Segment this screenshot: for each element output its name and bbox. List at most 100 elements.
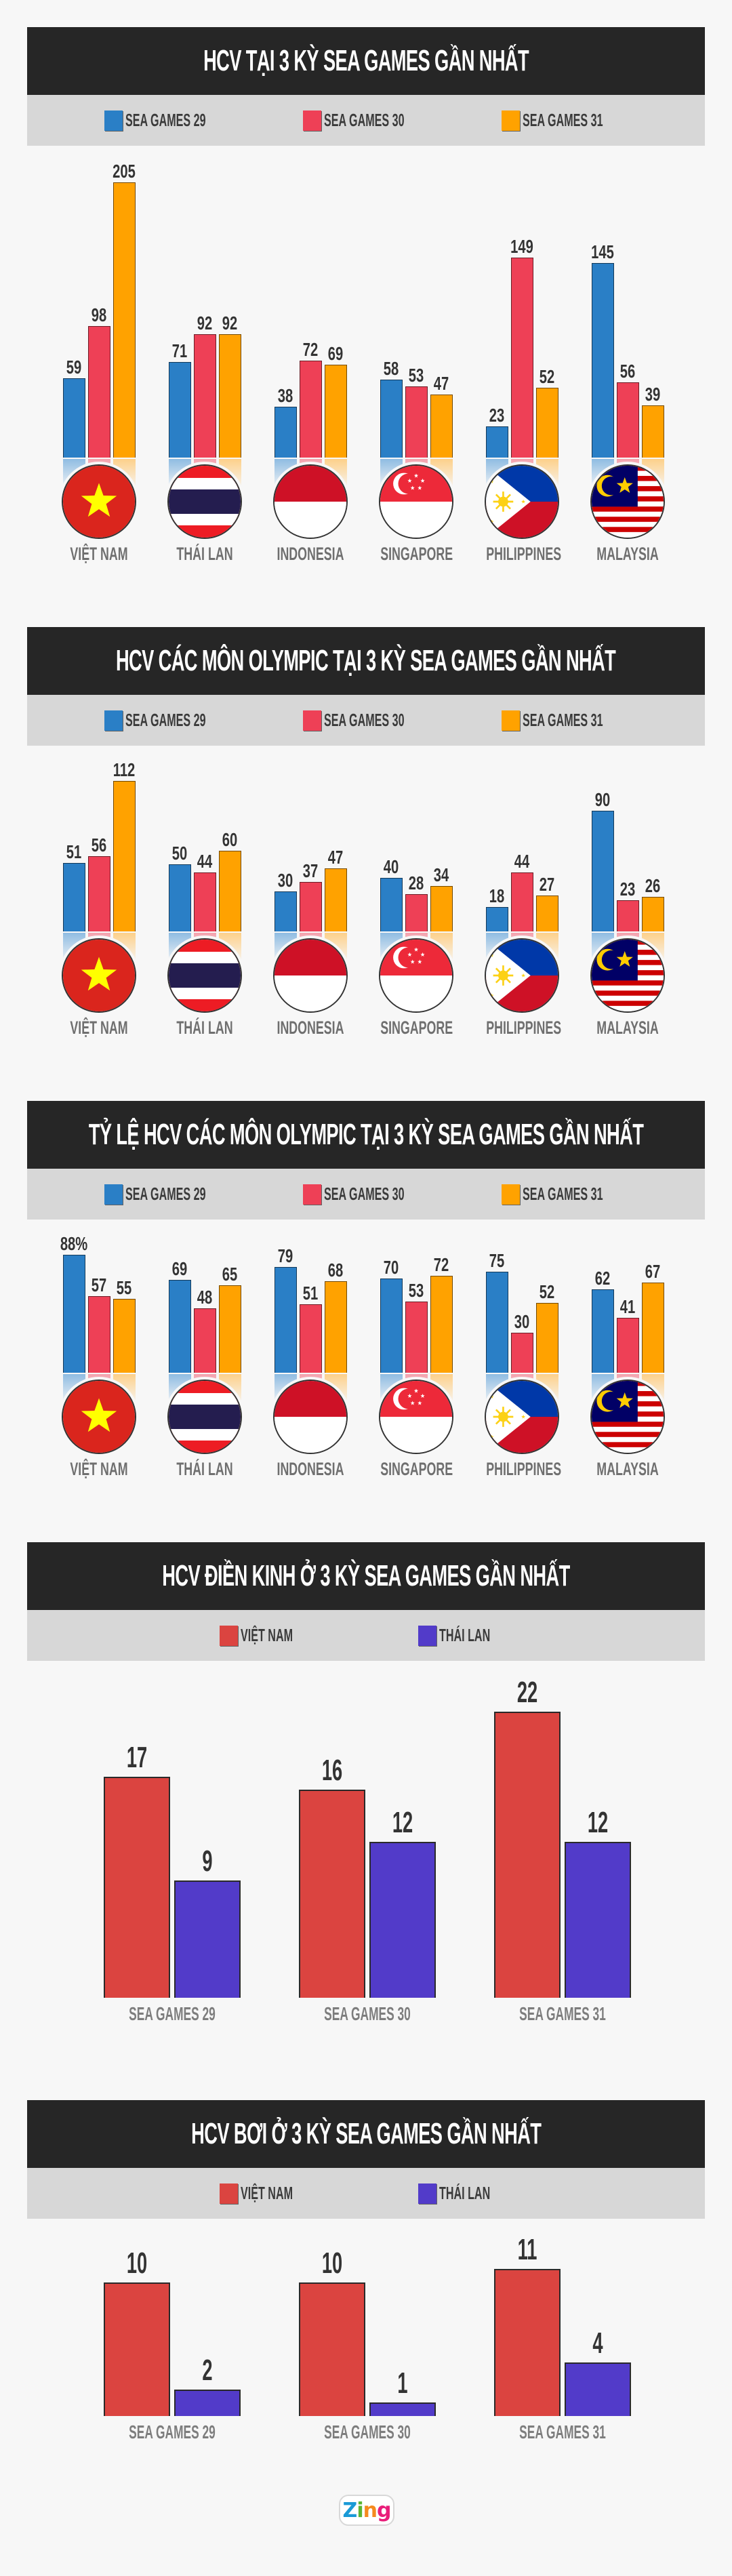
bar-value-label: 205 (113, 161, 136, 182)
section-header: HCV CÁC MÔN OLYMPIC TẠI 3 KỲ SEA GAMES G… (27, 627, 705, 695)
bar-value-label: 23 (489, 405, 505, 426)
legend-item: SEA GAMES 29 (104, 695, 255, 746)
legend: SEA GAMES 29 SEA GAMES 30 SEA GAMES 31 (27, 95, 705, 146)
bar-value-label: 75 (489, 1250, 505, 1271)
bar (169, 1280, 191, 1373)
bar (88, 856, 110, 931)
bar-value-label: 52 (539, 1281, 555, 1302)
bar-value-label: 62 (594, 1268, 611, 1289)
legend-label: SEA GAMES 30 (324, 710, 405, 730)
bar-value-label: 79 (277, 1245, 293, 1266)
bar (536, 1303, 558, 1373)
bar-value-label: 53 (408, 1280, 424, 1301)
bar (88, 326, 110, 458)
legend-label: VIỆT NAM (241, 2183, 293, 2203)
legend-label: SEA GAMES 31 (523, 110, 603, 130)
bar-value-label: 112 (113, 759, 136, 780)
malaysia-flag-icon (590, 938, 665, 1013)
bar (617, 382, 639, 458)
country-label: THÁI LAN (176, 1018, 233, 1038)
bar (565, 2362, 631, 2416)
bar-value-label: 44 (197, 851, 213, 872)
thailand-flag-icon (167, 464, 242, 539)
category-label: SEA GAMES 31 (519, 2003, 606, 2024)
legend-swatch (220, 1625, 238, 1646)
category-label: SEA GAMES 31 (519, 2421, 606, 2442)
bar-value-label: 47 (327, 847, 344, 868)
bar-value-label: 65 (222, 1264, 238, 1285)
bar (565, 1842, 631, 1998)
legend-swatch (502, 1184, 520, 1205)
bar-value-label: 98 (91, 304, 107, 325)
bar (194, 1308, 216, 1373)
legend-item: THÁI LAN (418, 2168, 521, 2219)
bar-value-label: 16 (321, 1754, 343, 1787)
bar (369, 1842, 436, 1998)
bar-value-label: 149 (510, 236, 533, 257)
bar-value-label: 22 (516, 1676, 538, 1709)
section-title: HCV TẠI 3 KỲ SEA GAMES GẦN NHẤT (203, 44, 529, 77)
legend-swatch (418, 1625, 436, 1646)
bar-value-label: 51 (302, 1283, 319, 1304)
bar (194, 334, 216, 458)
country-label: THÁI LAN (176, 1459, 233, 1479)
bar (113, 781, 136, 931)
country-label: PHILIPPINES (486, 1018, 562, 1038)
legend-label: VIỆT NAM (241, 1625, 293, 1645)
legend-label: SEA GAMES 31 (523, 710, 603, 730)
bar (617, 1318, 639, 1373)
bar-value-label: 69 (327, 343, 344, 364)
bar (104, 2282, 170, 2416)
bar-value-label: 17 (126, 1741, 148, 1774)
legend: VIỆT NAM THÁI LAN (27, 1610, 705, 1661)
country-label: SINGAPORE (380, 544, 453, 564)
country-label: MALAYSIA (596, 544, 659, 564)
legend: SEA GAMES 29 SEA GAMES 30 SEA GAMES 31 (27, 695, 705, 746)
bar (104, 1777, 170, 1998)
bar-value-label: 40 (383, 856, 399, 877)
bar (511, 872, 533, 931)
bar (300, 882, 322, 931)
indonesia-flag-icon (273, 938, 348, 1013)
logo-letter: g (376, 2498, 392, 2522)
bar-value-label: 41 (619, 1296, 636, 1317)
legend-item: SEA GAMES 29 (104, 1169, 255, 1220)
bar-value-label: 90 (594, 789, 611, 810)
bar (536, 388, 558, 458)
logo-letter: n (363, 2498, 378, 2522)
bar-value-label: 55 (116, 1277, 132, 1298)
bar (642, 1283, 664, 1373)
vietnam-flag-icon (62, 938, 136, 1013)
bar-value-label: 4 (592, 2327, 603, 2360)
country-label: INDONESIA (277, 1018, 344, 1038)
bar (380, 1279, 403, 1373)
bar (642, 405, 664, 458)
logo-letter: Z (342, 2498, 358, 2522)
malaysia-flag-icon (590, 464, 665, 539)
legend-swatch (104, 710, 123, 731)
bar-value-label: 51 (66, 841, 82, 862)
bar (274, 891, 297, 931)
country-label: VIỆT NAM (70, 1018, 128, 1038)
section-header: TỶ LỆ HCV CÁC MÔN OLYMPIC TẠI 3 KỲ SEA G… (27, 1101, 705, 1169)
singapore-flag-icon (379, 464, 453, 539)
legend-swatch (303, 710, 321, 731)
bar (299, 1790, 365, 1998)
category-label: SEA GAMES 29 (129, 2421, 216, 2442)
section-header: HCV TẠI 3 KỲ SEA GAMES GẦN NHẤT (27, 27, 705, 95)
legend-swatch (502, 110, 520, 131)
section-header: HCV BƠI Ở 3 KỲ SEA GAMES GẦN NHẤT (27, 2100, 705, 2168)
legend-item: THÁI LAN (418, 1610, 521, 1661)
bar-value-label: 37 (302, 860, 319, 881)
bar-value-label: 47 (433, 373, 449, 394)
bar-value-label: 9 (202, 1845, 213, 1878)
bar (63, 378, 85, 458)
bar (617, 900, 639, 931)
bar (380, 878, 403, 931)
bar-value-label: 88% (60, 1233, 88, 1254)
bar (430, 886, 453, 931)
legend-label: SEA GAMES 30 (324, 110, 405, 130)
bar-value-label: 48 (197, 1287, 213, 1308)
legend-item: VIỆT NAM (220, 1610, 325, 1661)
legend-label: SEA GAMES 29 (125, 710, 206, 730)
